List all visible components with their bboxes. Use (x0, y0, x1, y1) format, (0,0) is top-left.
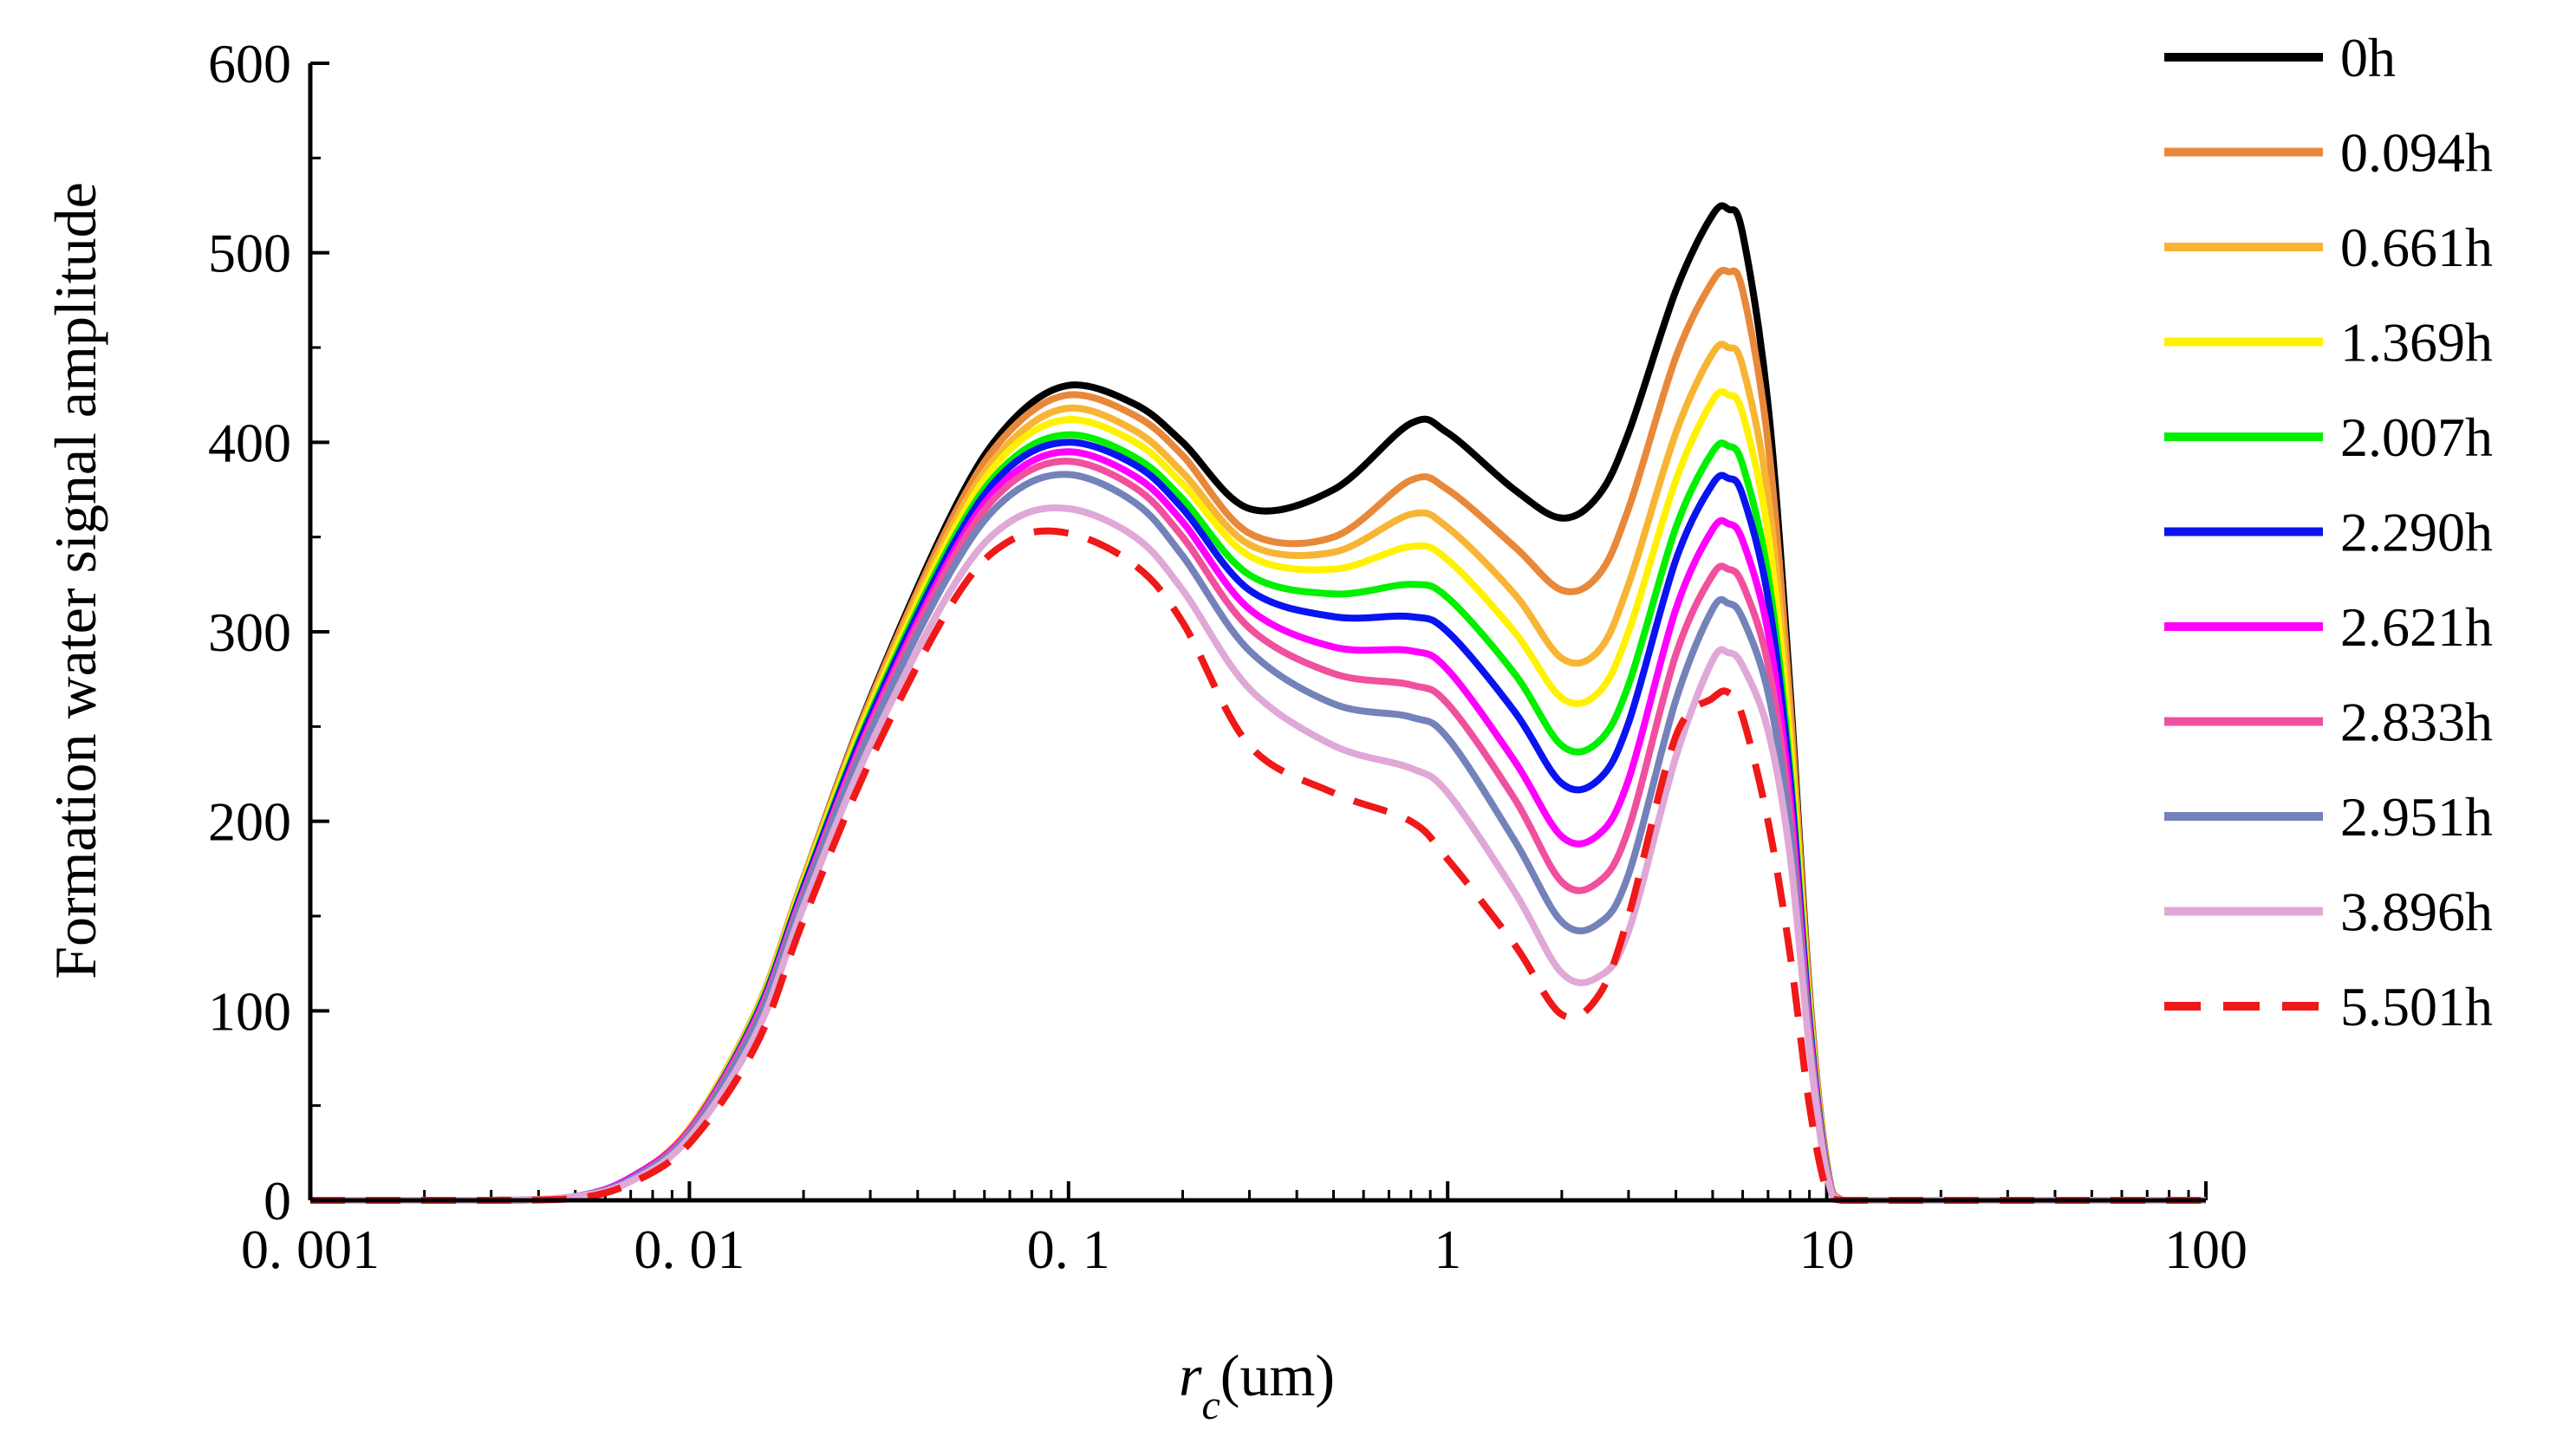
x-tick-label: 1 (1434, 1219, 1461, 1280)
y-tick-label: 200 (208, 791, 291, 853)
legend: 0h 0.094h 0.661h 1.369h 2.007h 2.290h 2.621h 2.… (2164, 27, 2493, 1037)
legend-label-1.369h: 1.369h (2340, 312, 2493, 374)
legend-label-5.501h: 5.501h (2340, 976, 2493, 1037)
legend-label-2.007h: 2.007h (2340, 406, 2493, 468)
legend-label-0.661h: 0.661h (2340, 217, 2493, 278)
legend-label-2.290h: 2.290h (2340, 502, 2493, 563)
x-axis-title-var: r (1179, 1342, 1202, 1408)
x-axis-title-subscript: c (1201, 1382, 1220, 1428)
legend-label-0h: 0h (2340, 27, 2396, 88)
y-tick-label: 300 (208, 601, 291, 663)
series-line-2.833h (309, 458, 2206, 1205)
x-tick-label: 10 (1799, 1219, 1855, 1280)
y-tick-label: 0 (263, 1170, 291, 1232)
plot-frame (308, 63, 2206, 1203)
x-tick-label: 0. 01 (634, 1219, 745, 1280)
legend-label-2.621h: 2.621h (2340, 596, 2493, 658)
series-line-0.661h (309, 341, 2206, 1205)
x-tick-label: 0. 1 (1027, 1219, 1110, 1280)
legend-label-2.951h: 2.951h (2340, 786, 2493, 848)
y-tick-label: 600 (208, 33, 291, 94)
x-axis-title-unit: (um) (1220, 1342, 1335, 1408)
legend-label-0.094h: 0.094h (2340, 122, 2493, 184)
series-line-0h (309, 202, 2206, 1205)
y-tick-label: 400 (208, 412, 291, 473)
legend-label-3.896h: 3.896h (2340, 881, 2493, 943)
y-axis-title: Formation water signal amplitude (42, 182, 108, 979)
x-tick-label: 0. 001 (241, 1219, 380, 1280)
x-axis-title: rc(um) (1179, 1342, 1335, 1428)
y-tick-labels: 0 100 200 300 400 500 600 (208, 33, 291, 1232)
x-tick-label: 100 (2164, 1219, 2248, 1280)
y-tick-label: 100 (208, 980, 291, 1042)
series-lines (309, 202, 2206, 1205)
series-line-2.290h (309, 439, 2206, 1205)
y-tick-label: 500 (208, 223, 291, 284)
series-line-2.621h (309, 448, 2206, 1205)
series-line-0.094h (309, 266, 2206, 1205)
series-line-3.896h (309, 504, 2206, 1205)
legend-label-2.833h: 2.833h (2340, 692, 2493, 753)
x-tick-labels: 0. 001 0. 01 0. 1 1 10 100 (241, 1219, 2248, 1280)
series-line-5.501h (309, 527, 2206, 1205)
